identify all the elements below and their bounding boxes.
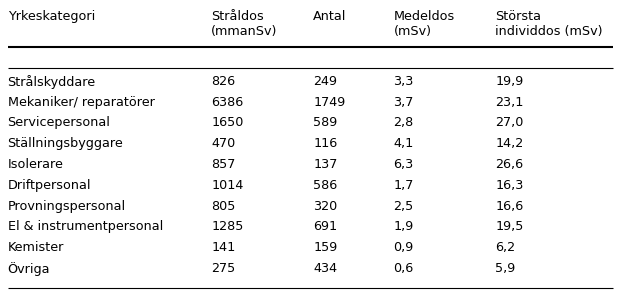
Text: 6386: 6386 bbox=[211, 96, 244, 108]
Text: 137: 137 bbox=[313, 158, 338, 171]
Text: 19,9: 19,9 bbox=[495, 75, 524, 88]
Text: 691: 691 bbox=[313, 221, 337, 233]
Text: 23,1: 23,1 bbox=[495, 96, 524, 108]
Text: 1650: 1650 bbox=[211, 117, 244, 129]
Text: 249: 249 bbox=[313, 75, 337, 88]
Text: 805: 805 bbox=[211, 200, 236, 213]
Text: 320: 320 bbox=[313, 200, 338, 213]
Text: 1,7: 1,7 bbox=[393, 179, 414, 192]
Text: Ställningsbyggare: Ställningsbyggare bbox=[8, 137, 123, 150]
Text: 2,8: 2,8 bbox=[393, 117, 414, 129]
Text: 26,6: 26,6 bbox=[495, 158, 524, 171]
Text: 586: 586 bbox=[313, 179, 338, 192]
Text: 470: 470 bbox=[211, 137, 236, 150]
Text: 0,9: 0,9 bbox=[393, 241, 414, 254]
Text: 1285: 1285 bbox=[211, 221, 244, 233]
Text: Isolerare: Isolerare bbox=[8, 158, 64, 171]
Text: 159: 159 bbox=[313, 241, 338, 254]
Text: Driftpersonal: Driftpersonal bbox=[8, 179, 91, 192]
Text: 16,6: 16,6 bbox=[495, 200, 524, 213]
Text: 826: 826 bbox=[211, 75, 236, 88]
Text: 1749: 1749 bbox=[313, 96, 345, 108]
Text: Antal: Antal bbox=[313, 10, 347, 23]
Text: Mekaniker/ reparatörer: Mekaniker/ reparatörer bbox=[8, 96, 154, 108]
Text: 6,3: 6,3 bbox=[393, 158, 414, 171]
Text: 14,2: 14,2 bbox=[495, 137, 524, 150]
Text: 3,7: 3,7 bbox=[393, 96, 414, 108]
Text: 1,9: 1,9 bbox=[393, 221, 414, 233]
Text: Medeldos
(mSv): Medeldos (mSv) bbox=[393, 10, 455, 38]
Text: 1014: 1014 bbox=[211, 179, 244, 192]
Text: 4,1: 4,1 bbox=[393, 137, 414, 150]
Text: 27,0: 27,0 bbox=[495, 117, 524, 129]
Text: Provningspersonal: Provningspersonal bbox=[8, 200, 126, 213]
Text: 3,3: 3,3 bbox=[393, 75, 414, 88]
Text: 16,3: 16,3 bbox=[495, 179, 524, 192]
Text: Största
individdos (mSv): Största individdos (mSv) bbox=[495, 10, 603, 38]
Text: 6,2: 6,2 bbox=[495, 241, 515, 254]
Text: El & instrumentpersonal: El & instrumentpersonal bbox=[8, 221, 163, 233]
Text: Strålskyddare: Strålskyddare bbox=[8, 75, 96, 89]
Text: Stråldos
(mmanSv): Stråldos (mmanSv) bbox=[211, 10, 278, 38]
Text: 434: 434 bbox=[313, 262, 337, 275]
Text: 19,5: 19,5 bbox=[495, 221, 524, 233]
Text: 275: 275 bbox=[211, 262, 236, 275]
Text: 589: 589 bbox=[313, 117, 338, 129]
Text: Övriga: Övriga bbox=[8, 262, 50, 276]
Text: 2,5: 2,5 bbox=[393, 200, 414, 213]
Text: Kemister: Kemister bbox=[8, 241, 64, 254]
Text: 116: 116 bbox=[313, 137, 338, 150]
Text: Yrkeskategori: Yrkeskategori bbox=[8, 10, 94, 23]
Text: 141: 141 bbox=[211, 241, 236, 254]
Text: 857: 857 bbox=[211, 158, 236, 171]
Text: 0,6: 0,6 bbox=[393, 262, 414, 275]
Text: Servicepersonal: Servicepersonal bbox=[8, 117, 110, 129]
Text: 5,9: 5,9 bbox=[495, 262, 515, 275]
